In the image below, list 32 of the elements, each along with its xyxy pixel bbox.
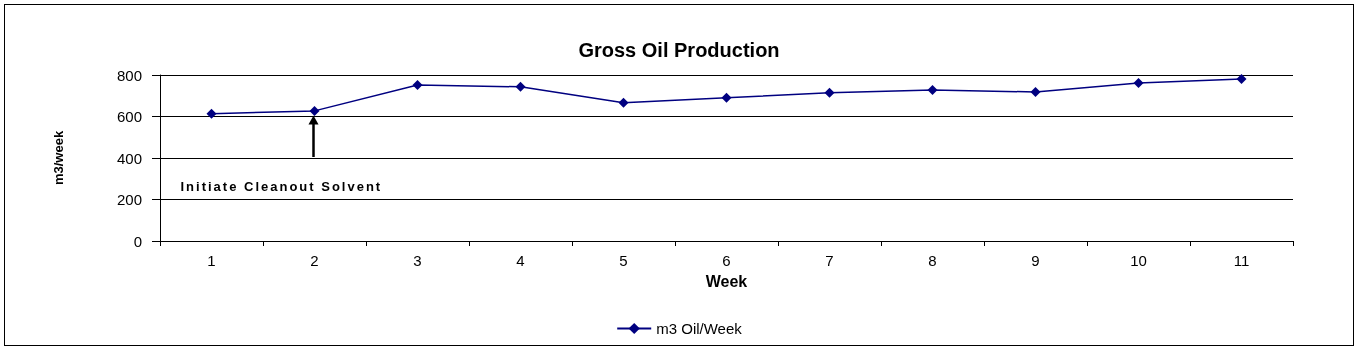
point	[618, 97, 629, 108]
point	[412, 79, 423, 90]
point	[1133, 77, 1144, 88]
x-tick-label: 6	[722, 252, 731, 269]
x-tick-label: 3	[413, 252, 422, 269]
point	[1030, 87, 1041, 98]
y-axis-title: m3/week	[51, 130, 66, 186]
annotation: Initiate Cleanout Solvent	[180, 178, 383, 194]
point	[206, 108, 217, 119]
x-tick-label: 1	[207, 252, 216, 269]
x-tick-label: 7	[825, 252, 834, 269]
point	[824, 87, 835, 98]
point	[927, 84, 938, 95]
point	[1236, 73, 1247, 84]
y-tick-label: 0	[133, 232, 142, 250]
x-tick-label: 8	[928, 252, 937, 269]
y-tick-label: 400	[116, 149, 142, 167]
x-axis-title: Week	[705, 272, 748, 290]
x-tick-label: 2	[310, 252, 319, 269]
x-tick-label: 10	[1130, 252, 1147, 269]
y-tick-label: 200	[116, 191, 142, 208]
x-tick-label: 4	[516, 252, 525, 269]
point	[309, 105, 320, 116]
point	[721, 92, 732, 103]
y-tick-label: 800	[116, 66, 142, 84]
x-tick-label: 5	[619, 252, 628, 269]
y-tick-label: 600	[116, 108, 142, 125]
point	[515, 81, 526, 92]
chart-title: Gross Oil Production	[578, 39, 780, 61]
legend-label: m3 Oil/Week	[656, 320, 743, 337]
x-tick-label: 11	[1233, 252, 1250, 269]
x-tick-label: 9	[1031, 252, 1040, 269]
